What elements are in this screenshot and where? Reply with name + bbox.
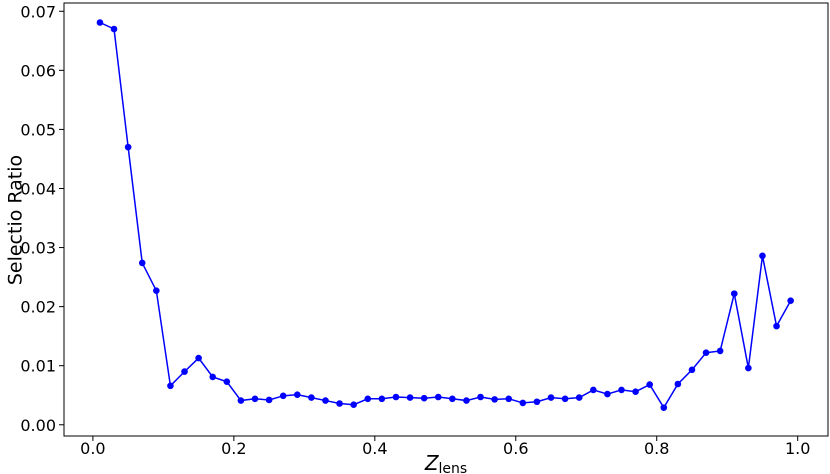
x-axis-label: Zlens (424, 451, 467, 474)
data-point (449, 395, 456, 403)
y-tick-label: 0.00 (20, 416, 56, 435)
data-point (716, 347, 724, 355)
data-point (759, 252, 766, 260)
x-tick-label: 0.6 (503, 439, 528, 458)
x-tick-label: 0.0 (80, 439, 105, 458)
data-point (322, 397, 329, 404)
data-point (463, 397, 470, 404)
data-point (745, 364, 752, 372)
data-point (688, 366, 696, 374)
data-point (237, 397, 245, 404)
y-tick-label: 0.03 (20, 239, 56, 258)
plot-frame (63, 2, 829, 437)
y-tick-label: 0.05 (20, 120, 56, 139)
data-point (279, 392, 287, 400)
data-point (505, 395, 513, 403)
data-point (251, 395, 259, 403)
data-point (167, 382, 174, 390)
data-point (195, 354, 202, 362)
data-point (674, 380, 682, 388)
data-point (632, 388, 639, 395)
data-point (392, 393, 400, 401)
x-tick-label: 1.0 (785, 439, 810, 458)
data-point (646, 381, 653, 388)
data-point (308, 394, 315, 401)
data-point (350, 401, 357, 408)
data-point (730, 290, 738, 297)
data-point (533, 398, 541, 406)
x-tick-label: 0.2 (221, 439, 246, 458)
data-point (561, 395, 569, 403)
data-point (406, 394, 414, 401)
data-point (575, 394, 583, 401)
y-tick-label: 0.02 (20, 298, 56, 317)
y-tick-label: 0.07 (20, 2, 56, 21)
data-point (702, 349, 710, 357)
data-point (96, 19, 104, 26)
y-tick-label: 0.04 (20, 179, 56, 198)
data-point (336, 400, 343, 407)
data-point (293, 391, 301, 398)
data-point (660, 404, 668, 411)
series-line (99, 21, 792, 410)
data-point (110, 25, 118, 33)
x-tick-label: 0.4 (362, 439, 387, 458)
y-axis-label: Selectio Ratio (5, 155, 27, 285)
x-axis-label-sub: lens (439, 461, 468, 474)
data-point (491, 396, 498, 403)
data-point (124, 143, 132, 151)
y-tick-label: 0.01 (20, 357, 56, 376)
data-point (519, 399, 527, 407)
data-point (547, 394, 555, 401)
x-tick-label: 0.8 (644, 439, 669, 458)
data-point (364, 395, 372, 403)
data-point (787, 297, 794, 305)
data-point (420, 394, 428, 402)
data-point (618, 386, 625, 394)
y-tick-label: 0.06 (20, 61, 56, 80)
data-point (378, 395, 386, 403)
data-point (138, 259, 146, 267)
data-point (773, 322, 780, 330)
data-point (181, 368, 188, 375)
data-point (265, 396, 273, 404)
data-point (477, 393, 484, 401)
data-point (604, 390, 611, 398)
data-point (590, 386, 597, 394)
data-point (434, 393, 442, 401)
data-point (223, 378, 231, 385)
data-point (209, 373, 217, 381)
data-point (153, 287, 160, 294)
x-axis-label-main: Z (424, 451, 440, 474)
